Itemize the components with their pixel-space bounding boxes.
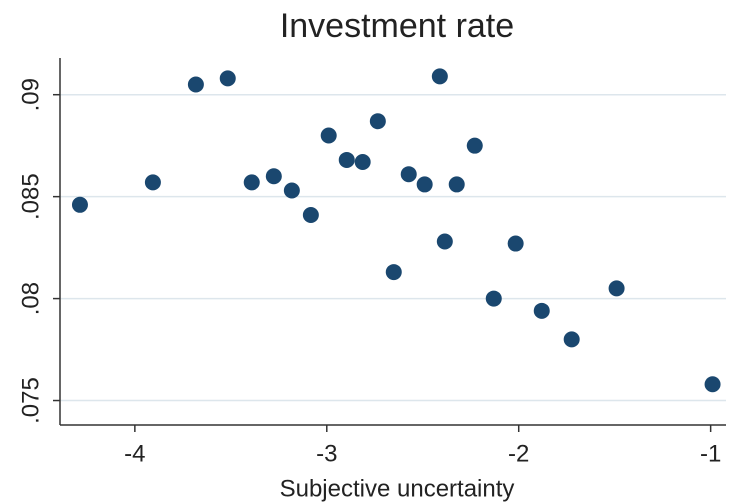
point <box>466 137 483 154</box>
point <box>243 174 260 191</box>
point <box>265 168 282 185</box>
point <box>704 376 721 393</box>
x-tick-label: -3 <box>316 440 337 467</box>
y-tick-label: .09 <box>17 78 44 111</box>
point <box>385 264 402 281</box>
x-axis-label: Subjective uncertainty <box>280 475 515 502</box>
chart-title: Investment rate <box>280 7 514 45</box>
x-tick-label: -2 <box>508 440 529 467</box>
x-tick-label: -4 <box>124 440 145 467</box>
point <box>507 235 524 252</box>
point <box>448 176 465 193</box>
y-tick-label: .085 <box>17 173 44 220</box>
point <box>485 290 502 307</box>
x-tick-label: -1 <box>700 440 721 467</box>
point <box>338 151 355 168</box>
point <box>354 153 371 170</box>
y-tick-label: .075 <box>17 377 44 424</box>
y-tick-label: .08 <box>17 282 44 315</box>
point <box>400 166 417 183</box>
point <box>436 233 453 250</box>
point <box>608 280 625 297</box>
point <box>187 76 204 93</box>
point <box>431 68 448 85</box>
point <box>144 174 161 191</box>
point <box>320 127 337 144</box>
point <box>302 206 319 223</box>
point <box>533 302 550 319</box>
point <box>71 196 88 213</box>
point <box>369 113 386 130</box>
point <box>283 182 300 199</box>
point <box>416 176 433 193</box>
point <box>219 70 236 87</box>
point <box>563 331 580 348</box>
